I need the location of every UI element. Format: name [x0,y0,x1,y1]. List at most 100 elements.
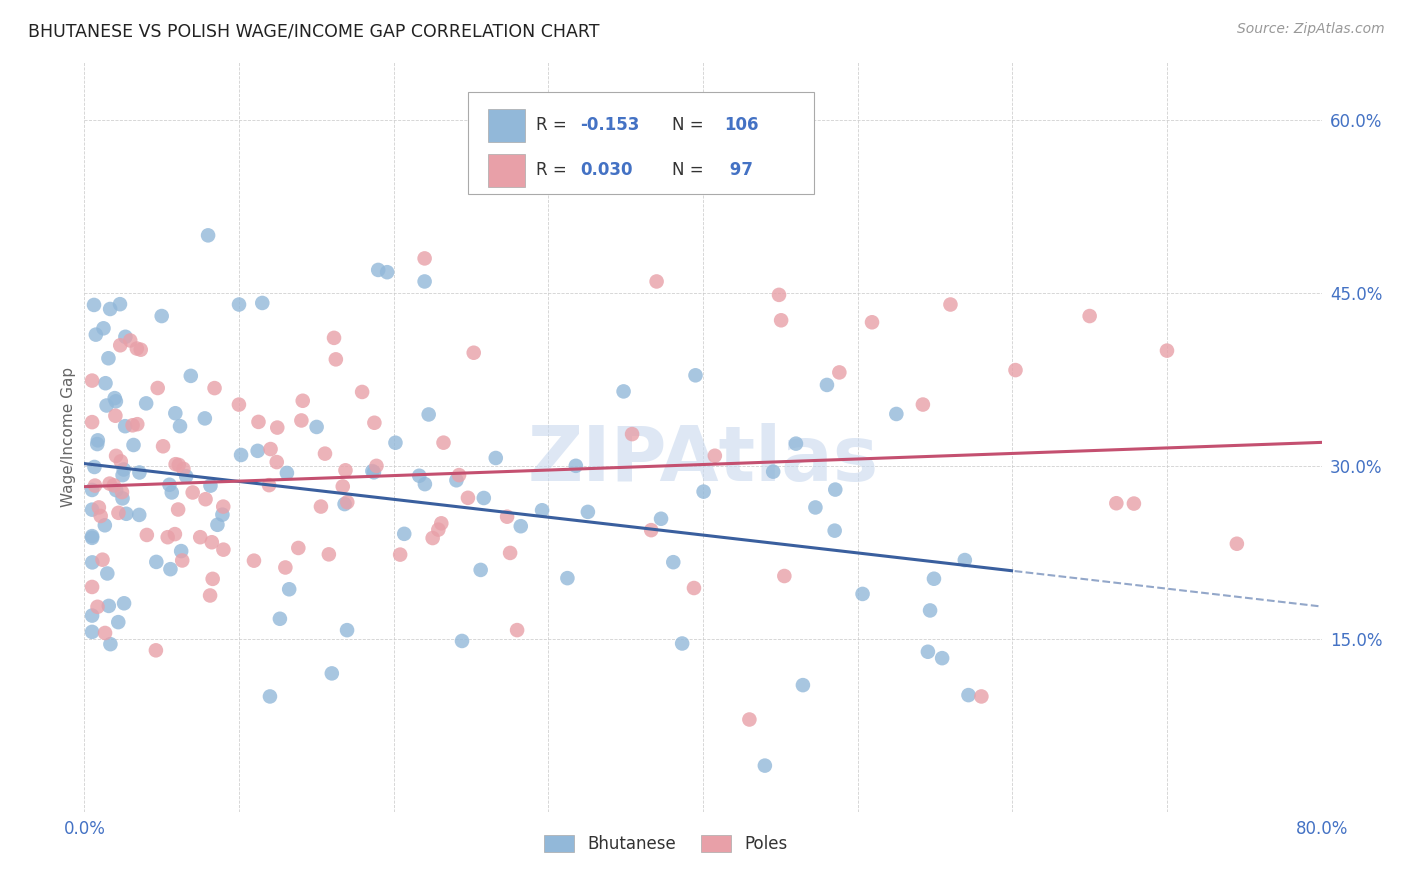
Point [446,473,468,487]
Point [824,524,846,538]
Point [87,500,110,515]
Y-axis label: Wage/Income Gap: Wage/Income Gap [60,367,76,508]
Text: 97: 97 [724,161,754,179]
Point [82,502,104,516]
Point [121,418,143,433]
Point [804,500,827,515]
Point [335,463,357,477]
Point [650,512,672,526]
Point [422,531,444,545]
Point [621,427,644,442]
Point [432,435,454,450]
Point [470,563,492,577]
Point [361,464,384,478]
Point [408,468,430,483]
Point [104,394,127,409]
Point [163,527,186,541]
Point [105,449,128,463]
Point [128,508,150,522]
Point [82,483,104,497]
Point [685,368,707,383]
Point [114,330,136,344]
Point [309,500,332,514]
Point [413,275,436,289]
Point [291,393,314,408]
Point [82,608,104,623]
Point [287,541,309,555]
Point [170,544,193,558]
Point [509,519,531,533]
Point [197,228,219,243]
Point [325,352,347,367]
Point [321,666,343,681]
Point [111,468,134,483]
Point [363,416,385,430]
Point [427,523,450,537]
Point [738,713,761,727]
Point [129,343,152,357]
Point [314,447,336,461]
Point [107,506,129,520]
Point [84,478,107,492]
Point [768,288,790,302]
Point [1226,537,1249,551]
Point [84,327,107,342]
Point [156,530,179,544]
Point [82,415,104,429]
Point [111,491,134,506]
Point [94,626,117,640]
Point [754,758,776,772]
Point [122,438,145,452]
Point [211,508,233,522]
Point [174,469,197,483]
Point [257,478,280,492]
Point [1156,343,1178,358]
Point [94,518,117,533]
Point [97,351,120,366]
Point [120,334,142,348]
Point [367,263,389,277]
Point [82,624,104,639]
Point [463,345,485,359]
Point [259,442,281,456]
Point [90,508,112,523]
Point [96,566,118,581]
Point [98,476,121,491]
Point [165,406,187,420]
FancyBboxPatch shape [488,109,524,142]
Point [207,517,229,532]
Point [363,465,385,479]
Point [159,477,181,491]
Point [266,455,288,469]
Point [135,396,157,410]
Point [366,458,388,473]
Point [332,479,354,493]
Point [83,460,105,475]
Point [100,637,122,651]
Point [82,531,104,545]
Point [645,275,668,289]
Point [115,507,138,521]
Point [97,599,120,613]
Point [384,435,406,450]
Point [201,572,224,586]
Point [671,636,693,650]
Text: -0.153: -0.153 [581,116,640,135]
Point [91,552,114,566]
Point [918,603,941,617]
Point [87,434,110,448]
Point [375,265,398,279]
FancyBboxPatch shape [488,153,524,186]
Point [792,678,814,692]
Text: R =: R = [536,116,572,135]
Point [93,321,115,335]
Point [105,483,128,497]
Point [418,408,440,422]
Point [496,509,519,524]
Point [247,415,270,429]
Point [457,491,479,505]
Point [86,437,108,451]
Point [886,407,908,421]
Point [336,495,359,509]
Point [389,548,412,562]
